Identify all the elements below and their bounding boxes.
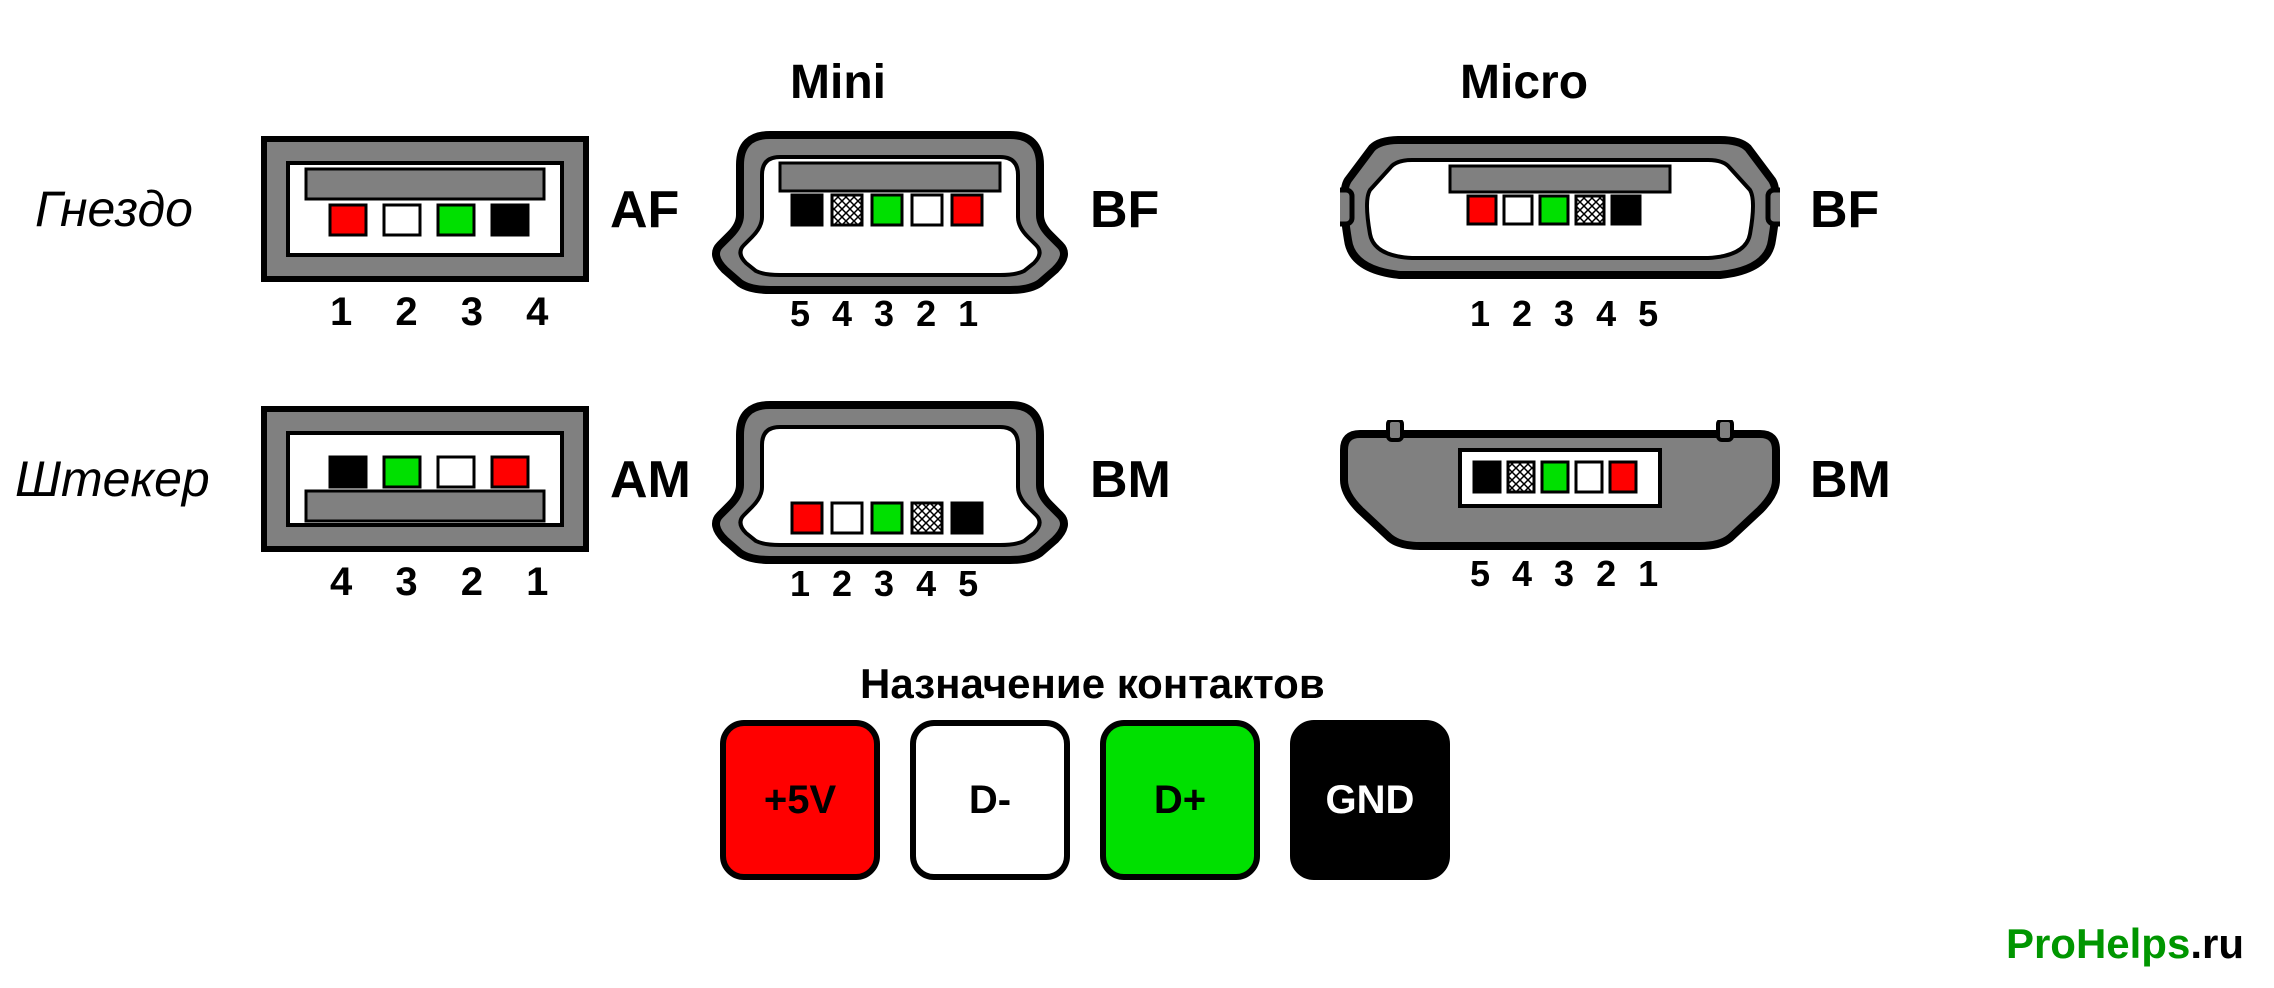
- pins-label-bf-micro: 1 2 3 4 5: [1470, 293, 1664, 335]
- pins-label-bm-mini: 1 2 3 4 5: [790, 563, 984, 605]
- connector-bm-mini: [710, 395, 1070, 565]
- pin: [832, 503, 862, 533]
- watermark-tld: .ru: [2190, 920, 2244, 967]
- type-label-am: AM: [610, 450, 691, 510]
- pins-label-bf-mini: 5 4 3 2 1: [790, 293, 984, 335]
- legend-item: +5V: [720, 720, 880, 880]
- pin: [912, 195, 942, 225]
- pins-label-am: 4 3 2 1: [330, 560, 564, 605]
- pin: [1508, 462, 1534, 492]
- pin: [1542, 462, 1568, 492]
- pin: [912, 503, 942, 533]
- pin: [384, 457, 420, 487]
- type-label-af: AF: [610, 180, 679, 240]
- pin: [952, 503, 982, 533]
- legend-item: D+: [1100, 720, 1260, 880]
- pin: [1576, 462, 1602, 492]
- pin: [872, 503, 902, 533]
- row-label-plug: Штекер: [15, 450, 210, 508]
- pin: [872, 195, 902, 225]
- pin: [1504, 196, 1532, 224]
- pin: [492, 457, 528, 487]
- pin: [952, 195, 982, 225]
- connector-am: [260, 405, 590, 555]
- pin: [492, 205, 528, 235]
- pin: [438, 457, 474, 487]
- pin: [832, 195, 862, 225]
- pin: [1468, 196, 1496, 224]
- connector-bm-micro: [1340, 420, 1780, 550]
- type-label-bm-mini: BM: [1090, 450, 1171, 510]
- col-header-micro: Micro: [1460, 55, 1588, 110]
- type-label-bm-micro: BM: [1810, 450, 1891, 510]
- watermark-brand: ProHelps: [2006, 920, 2190, 967]
- pin: [438, 205, 474, 235]
- legend-item: GND: [1290, 720, 1450, 880]
- pins-label-af: 1 2 3 4: [330, 290, 564, 335]
- pin: [330, 205, 366, 235]
- pins-label-bm-micro: 5 4 3 2 1: [1470, 553, 1664, 595]
- pin: [1576, 196, 1604, 224]
- pin: [1540, 196, 1568, 224]
- legend-container: +5VD-D+GND: [720, 720, 1450, 880]
- connector-bf-micro: [1340, 130, 1780, 290]
- pin: [792, 195, 822, 225]
- type-label-bf-micro: BF: [1810, 180, 1879, 240]
- row-label-socket: Гнездо: [35, 180, 193, 238]
- connector-af: [260, 135, 590, 285]
- watermark: ProHelps.ru: [2006, 920, 2244, 968]
- pin: [1610, 462, 1636, 492]
- pin: [1612, 196, 1640, 224]
- pin: [792, 503, 822, 533]
- legend-title: Назначение контактов: [860, 660, 1325, 708]
- pin: [1474, 462, 1500, 492]
- type-label-bf-mini: BF: [1090, 180, 1159, 240]
- pin: [330, 457, 366, 487]
- connector-bf-mini: [710, 125, 1070, 295]
- col-header-mini: Mini: [790, 55, 886, 110]
- legend-item: D-: [910, 720, 1070, 880]
- pin: [384, 205, 420, 235]
